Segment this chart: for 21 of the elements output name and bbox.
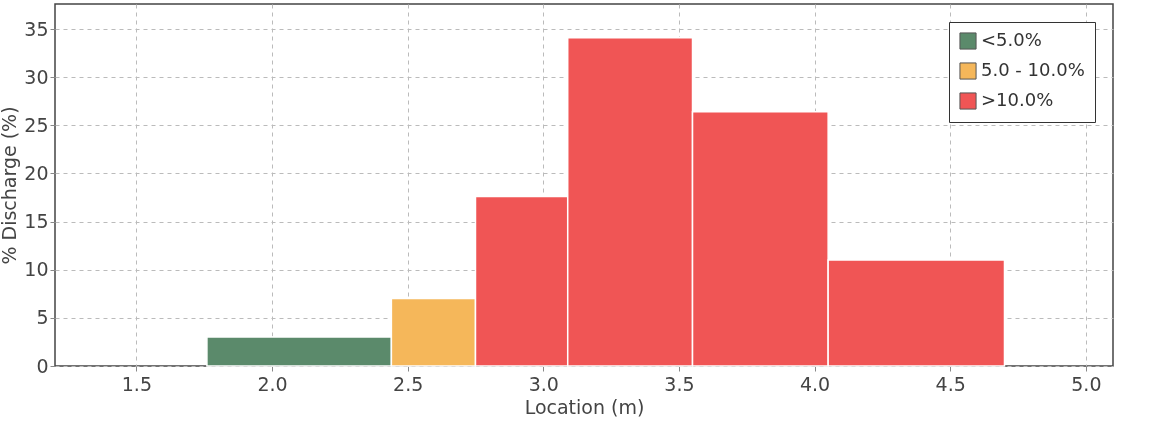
- legend-label: 5.0 - 10.0%: [981, 59, 1085, 80]
- x-tick-label: 3.5: [664, 372, 695, 395]
- y-tick-label: 5: [36, 306, 49, 329]
- x-tick-label: 2.0: [257, 372, 288, 395]
- legend-label: <5.0%: [981, 29, 1042, 50]
- y-tick-label: 25: [24, 113, 49, 136]
- x-tick-label: 4.5: [935, 372, 966, 395]
- x-tick-label: 5.0: [1071, 372, 1102, 395]
- y-tick-label: 30: [24, 65, 49, 88]
- y-axis-title: % Discharge (%): [0, 106, 21, 265]
- y-tick-label: 15: [24, 210, 49, 233]
- y-tick-label: 0: [36, 354, 49, 377]
- y-tick-label: 35: [24, 17, 49, 40]
- x-tick-label: 3.0: [528, 372, 559, 395]
- y-tick-label: 10: [24, 258, 49, 281]
- x-tick-label: 2.5: [393, 372, 424, 395]
- x-tick-label: 4.0: [799, 372, 831, 395]
- legend-label: >10.0%: [981, 89, 1054, 110]
- y-tick-label: 20: [24, 161, 49, 184]
- x-tick-label: 1.5: [121, 372, 152, 395]
- x-axis-title: Location (m): [524, 395, 645, 418]
